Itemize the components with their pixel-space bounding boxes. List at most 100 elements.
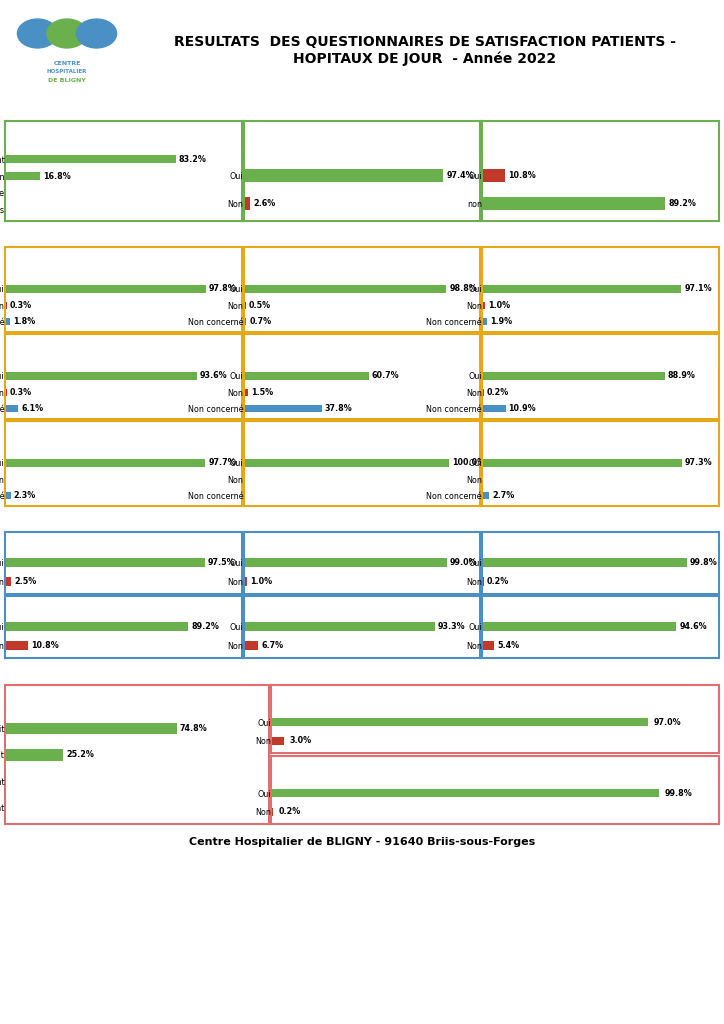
Text: 89.2%: 89.2%: [668, 199, 696, 208]
Text: 0.2%: 0.2%: [487, 577, 509, 586]
Text: 83.2%: 83.2%: [179, 155, 207, 164]
Text: 6.1%: 6.1%: [22, 403, 43, 413]
Text: Qualité repas: Qualité repas: [89, 601, 158, 610]
Text: 99.8%: 99.8%: [665, 788, 693, 798]
Text: 1.5%: 1.5%: [251, 388, 273, 396]
Bar: [484, 198, 665, 210]
Text: Appréciation de l'hôtellerie: Appréciation de l'hôtellerie: [260, 513, 464, 526]
Text: 10.9%: 10.9%: [509, 403, 536, 413]
Text: 74.8%: 74.8%: [180, 724, 208, 733]
Bar: [484, 286, 681, 293]
Text: 25.2%: 25.2%: [67, 751, 95, 759]
Text: 10.8%: 10.8%: [31, 641, 59, 650]
Text: RESULTATS  DES QUESTIONNAIRES DE SATISFACTION PATIENTS -
HOPITAUX DE JOUR  - Ann: RESULTATS DES QUESTIONNAIRES DE SATISFAC…: [174, 35, 676, 66]
Text: 0.2%: 0.2%: [279, 807, 301, 816]
Circle shape: [77, 19, 117, 48]
Text: Avez-vous été associé à votre projet de sortie / suite de votre prise en
charge : Avez-vous été associé à votre projet de …: [321, 688, 669, 709]
Text: De l'ensemble des personnels de Bligny ?: De l'ensemble des personnels de Bligny ?: [21, 131, 226, 140]
Text: 93.3%: 93.3%: [438, 622, 466, 631]
Text: Avez-vous subi des délais d'attente au
niveau des plateaux techniques ?: Avez-vous subi des délais d'attente au n…: [505, 131, 696, 151]
Text: 88.9%: 88.9%: [668, 372, 696, 381]
Circle shape: [17, 19, 58, 48]
Bar: [245, 169, 443, 182]
Text: Chambre confortable: Chambre confortable: [70, 538, 177, 546]
Text: 97.0%: 97.0%: [654, 718, 682, 727]
Text: 2.6%: 2.6%: [253, 199, 275, 208]
Text: 97.8%: 97.8%: [209, 285, 236, 294]
Text: Quantité repas: Quantité repas: [324, 601, 400, 610]
Text: 2.3%: 2.3%: [14, 490, 36, 500]
Bar: [484, 404, 505, 412]
Circle shape: [47, 19, 87, 48]
Text: 10.8%: 10.8%: [508, 171, 536, 180]
Bar: [245, 198, 250, 210]
Text: 37.8%: 37.8%: [325, 403, 353, 413]
Text: Chambre calme: Chambre calme: [323, 538, 401, 546]
Bar: [484, 492, 489, 499]
Text: Estimez-vous que le personnel a été
suffisamment disponible ?: Estimez-vous que le personnel a été suff…: [276, 428, 448, 447]
Text: Avez-vous pu rencontrer
facilement le médecin ?: Avez-vous pu rencontrer facilement le mé…: [303, 254, 421, 273]
Text: Au cours des soins, votre intimité a-t-elle
éte correctement respectée ?: Au cours des soins, votre intimité a-t-e…: [502, 341, 699, 360]
Text: 1.0%: 1.0%: [489, 301, 510, 309]
Text: Appréciation d'ensemble: Appréciation d'ensemble: [269, 667, 455, 680]
Text: 0.7%: 0.7%: [249, 316, 272, 326]
Bar: [6, 749, 64, 761]
Text: Chambre propre: Chambre propre: [560, 538, 642, 546]
Bar: [272, 736, 284, 745]
Text: 97.5%: 97.5%: [208, 558, 235, 566]
Bar: [484, 558, 687, 566]
Bar: [245, 558, 447, 566]
Bar: [6, 373, 197, 380]
Text: 0.5%: 0.5%: [249, 301, 271, 309]
Bar: [272, 788, 659, 798]
Text: 99.0%: 99.0%: [450, 558, 477, 566]
Text: 94.6%: 94.6%: [679, 622, 707, 631]
Bar: [484, 317, 487, 325]
Bar: [245, 641, 258, 650]
Bar: [245, 622, 435, 631]
Bar: [6, 723, 177, 734]
Bar: [245, 286, 446, 293]
Bar: [6, 641, 28, 650]
Bar: [272, 808, 273, 816]
Text: Avez-vous été bien informé sur l'importance et
le but des examens prescrits ?: Avez-vous été bien informé sur l'importa…: [489, 254, 712, 273]
Text: Avez-vous été bien informé du
traitement à suivre à votre sortie ?: Avez-vous été bien informé du traitement…: [40, 428, 207, 447]
Text: Sur l'ensemble de votre séjour vous êtes :: Sur l'ensemble de votre séjour vous êtes…: [30, 694, 245, 705]
Text: Température repas: Température repas: [552, 601, 649, 610]
Bar: [484, 169, 505, 182]
Text: Votre douleur a-t-elle été suffisamment
prise en charge ?: Votre douleur a-t-elle été suffisamment …: [267, 341, 457, 360]
Bar: [484, 622, 676, 631]
Text: 5.4%: 5.4%: [497, 641, 520, 650]
Text: Vos droits exposés dans la charte du patient hospitalisé qui vous a été
remise o: Vos droits exposés dans la charte du pat…: [320, 759, 670, 779]
Bar: [6, 578, 11, 586]
Text: 93.6%: 93.6%: [200, 372, 227, 381]
Text: 60.7%: 60.7%: [371, 372, 399, 381]
Bar: [272, 718, 648, 726]
Bar: [484, 460, 682, 467]
Bar: [6, 622, 188, 631]
Text: 97.1%: 97.1%: [684, 285, 712, 294]
Text: 97.7%: 97.7%: [209, 459, 236, 468]
Bar: [6, 460, 206, 467]
Bar: [245, 460, 449, 467]
Bar: [245, 578, 247, 586]
Text: 1.9%: 1.9%: [490, 316, 513, 326]
Text: 1.0%: 1.0%: [250, 577, 272, 586]
Bar: [484, 301, 485, 309]
Text: 98.8%: 98.8%: [450, 285, 477, 294]
Text: 3.0%: 3.0%: [290, 736, 312, 745]
Bar: [6, 492, 11, 499]
Text: 99.8%: 99.8%: [690, 558, 717, 566]
Text: 1.8%: 1.8%: [13, 316, 35, 326]
Text: 0.3%: 0.3%: [9, 301, 32, 309]
Text: HOSPITALIER: HOSPITALIER: [47, 70, 87, 75]
Text: 89.2%: 89.2%: [191, 622, 219, 631]
Text: La confidentialité concernant votre état
de santé a-t-elle été respectée ?: La confidentialité concernant votre état…: [28, 254, 219, 273]
Text: Avez-vous pu identifier les fonctions des
personnels qui vous entouraient ?: Avez-vous pu identifier les fonctions de…: [261, 131, 463, 151]
Bar: [6, 558, 205, 566]
Text: Avez-vous été bien informé des soins
reçus ?: Avez-vous été bien informé des soins reç…: [35, 341, 212, 360]
Bar: [6, 286, 206, 293]
Bar: [6, 172, 41, 180]
Text: Centre Hospitalier de BLIGNY - 91640 Briis-sous-Forges: Centre Hospitalier de BLIGNY - 91640 Bri…: [189, 837, 535, 847]
Bar: [245, 373, 369, 380]
